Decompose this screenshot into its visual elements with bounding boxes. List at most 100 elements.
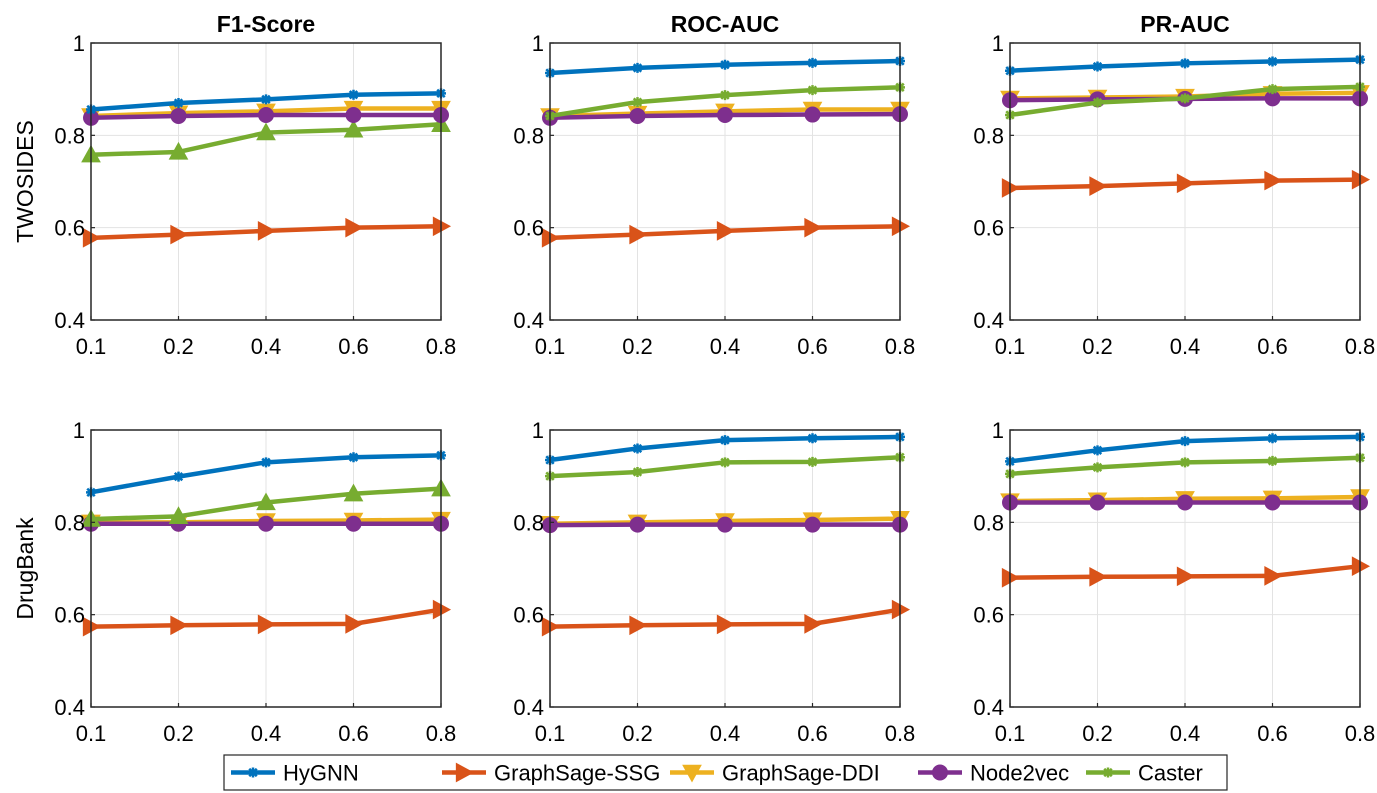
data-point (345, 614, 364, 634)
x-tick-label: 0.1 (535, 721, 566, 746)
y-tick-label: 0.8 (973, 510, 1004, 535)
data-point (804, 614, 823, 634)
x-tick-label: 0.8 (426, 334, 457, 359)
y-tick-label: 0.4 (54, 695, 85, 720)
data-point (1180, 93, 1190, 104)
x-tick-label: 0.4 (1170, 721, 1201, 746)
x-tick-label: 0.2 (1082, 334, 1113, 359)
data-point (629, 516, 646, 533)
x-tick-label: 0.6 (1257, 721, 1288, 746)
x-tick-label: 0.2 (163, 721, 194, 746)
y-tick-label: 1 (73, 31, 85, 56)
x-tick-label: 0.6 (797, 721, 828, 746)
x-tick-label: 0.4 (251, 721, 282, 746)
data-point (1092, 97, 1103, 108)
y-tick-label: 0.4 (513, 308, 544, 333)
series-caster (81, 114, 451, 163)
data-point (804, 106, 821, 123)
y-tick-label: 0.6 (973, 216, 1004, 241)
y-tick-label: 0.6 (54, 216, 85, 241)
row-label: TWOSIDES (12, 120, 38, 243)
legend-marker (455, 762, 475, 783)
x-tick-label: 0.2 (622, 721, 653, 746)
data-point (716, 221, 736, 241)
y-tick-label: 0.8 (513, 510, 544, 535)
y-tick-label: 0.4 (973, 695, 1004, 720)
y-tick-label: 1 (532, 418, 544, 443)
data-point (1267, 433, 1278, 444)
data-point (1264, 494, 1281, 511)
data-point (1267, 455, 1278, 466)
x-tick-label: 0.6 (338, 721, 369, 746)
panel-0-2: 0.1 0.2 0.4 0.6 0.8 0.4 0.6 0.8 1 PR-AUC (973, 11, 1375, 359)
legend-label: HyGNN (283, 761, 359, 786)
data-point (1176, 566, 1196, 587)
panel-title: PR-AUC (1140, 11, 1229, 37)
data-point (258, 515, 274, 532)
x-tick-label: 0.6 (338, 334, 369, 359)
legend-entry: GraphSage-SSG (442, 761, 660, 786)
panel-title: ROC-AUC (671, 11, 780, 37)
data-point (1176, 173, 1196, 194)
panels: 0.1 0.2 0.4 0.6 0.8 0.4 0.6 0.8 1 F1-Score TWOSIDE… (12, 11, 1375, 746)
x-tick-label: 0.6 (1257, 334, 1288, 359)
data-point (261, 94, 271, 105)
data-point (1264, 566, 1283, 586)
y-tick-label: 0.4 (973, 308, 1004, 333)
series-hygnn (545, 56, 905, 79)
data-point (345, 217, 364, 238)
y-tick-label: 0.6 (513, 603, 544, 628)
data-point (1180, 58, 1190, 69)
y-tick-label: 0.8 (973, 123, 1004, 148)
x-tick-label: 0.1 (995, 721, 1026, 746)
data-point (1089, 176, 1108, 196)
panel-title: F1-Score (217, 11, 315, 37)
series-node2vec (542, 516, 908, 534)
panel-1-2: 0.1 0.2 0.4 0.6 0.8 0.4 0.6 0.8 1 (973, 418, 1375, 746)
legend-marker (1103, 767, 1113, 778)
x-tick-label: 0.2 (622, 334, 653, 359)
x-tick-label: 0.4 (1170, 334, 1201, 359)
data-point (343, 119, 364, 138)
legend-box (223, 754, 1228, 791)
x-tick-label: 0.1 (995, 334, 1026, 359)
x-tick-label: 0.6 (797, 334, 828, 359)
y-tick-label: 1 (73, 418, 85, 443)
data-point (1267, 84, 1278, 95)
data-point (345, 107, 362, 124)
data-point (807, 433, 818, 444)
data-point (1089, 566, 1108, 587)
data-point (258, 107, 274, 124)
data-point (257, 614, 277, 635)
legend-marker (682, 764, 702, 783)
data-point (807, 85, 818, 96)
y-tick-label: 1 (992, 418, 1004, 443)
data-point (632, 97, 643, 108)
x-tick-label: 0.1 (535, 334, 566, 359)
data-point (348, 89, 359, 100)
y-tick-label: 0.4 (513, 695, 544, 720)
data-point (261, 457, 271, 468)
legend-entry: Node2vec (918, 761, 1069, 786)
data-point (345, 515, 362, 532)
data-point (348, 452, 359, 463)
x-tick-label: 0.8 (1345, 721, 1376, 746)
legend-entry: GraphSage-DDI (670, 761, 880, 786)
data-point (1092, 445, 1103, 456)
y-tick-label: 0.8 (54, 123, 85, 148)
data-point (720, 90, 730, 101)
legend: HyGNN GraphSage-SSG GraphSage-DDI Node2vec C… (223, 754, 1228, 791)
data-point (1264, 170, 1283, 191)
x-tick-label: 0.1 (76, 721, 107, 746)
data-point (256, 122, 276, 141)
data-point (1180, 457, 1190, 468)
legend-entry: HyGNN (231, 761, 359, 786)
data-point (632, 467, 643, 478)
data-point (629, 107, 646, 124)
data-point (720, 59, 730, 70)
data-point (717, 107, 733, 124)
x-tick-label: 0.4 (710, 334, 741, 359)
panel-1-0: 0.1 0.2 0.4 0.6 0.8 0.4 0.6 0.8 1 DrugBank (12, 418, 456, 746)
data-point (807, 456, 818, 467)
